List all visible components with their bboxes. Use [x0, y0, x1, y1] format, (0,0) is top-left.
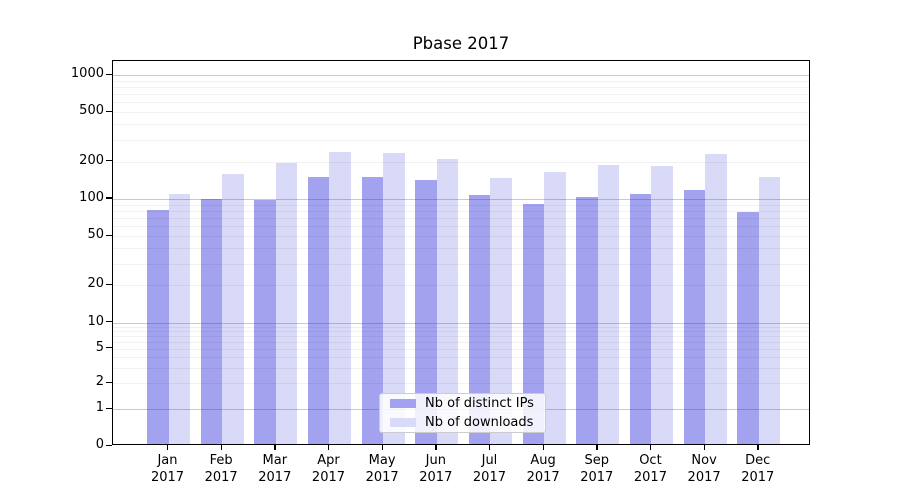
y-tick-label: 500 [79, 103, 104, 119]
bar-downloads-jan [168, 194, 190, 444]
bar-downloads-nov [705, 153, 727, 444]
x-tick-label: Jul 2017 [472, 453, 506, 485]
minor-gridline [113, 124, 809, 126]
x-tick-mark [327, 445, 330, 450]
bar-distinct-ips-aug [522, 204, 545, 444]
x-tick-label: Oct 2017 [633, 453, 667, 485]
bar-distinct-ips-jul [468, 195, 491, 444]
bar-downloads-oct [651, 165, 673, 444]
minor-gridline [113, 87, 809, 88]
y-tick-mark [106, 444, 112, 446]
x-tick-label: May 2017 [365, 453, 399, 485]
y-tick-label: 1000 [70, 66, 104, 81]
y-tick-mark [106, 381, 112, 383]
minor-gridline [113, 112, 809, 114]
bar-downloads-aug [544, 171, 566, 444]
y-tick-label: 0 [95, 437, 104, 452]
bar-downloads-apr [329, 152, 351, 444]
y-tick-mark [106, 197, 112, 199]
bar-distinct-ips-jan [147, 210, 169, 444]
x-tick-mark [757, 445, 759, 450]
plot-area [112, 60, 810, 445]
y-tick-label: 100 [79, 189, 104, 205]
minor-gridline [113, 102, 809, 104]
x-tick-mark [703, 445, 705, 450]
bar-distinct-ips-sep [576, 197, 598, 444]
major-gridline [113, 75, 809, 76]
chart-title: Pbase 2017 [412, 34, 510, 53]
bar-downloads-feb [222, 173, 244, 444]
y-tick-mark [106, 73, 112, 75]
x-tick-label: Feb 2017 [204, 453, 238, 485]
bar-distinct-ips-jun [415, 179, 437, 444]
x-tick-mark [649, 445, 652, 450]
y-tick-label: 5 [95, 339, 104, 355]
y-tick-label: 1 [95, 400, 104, 415]
x-tick-label: Aug 2017 [526, 453, 560, 485]
y-tick-mark [106, 407, 112, 409]
bar-distinct-ips-may [361, 177, 384, 444]
minor-gridline [113, 94, 809, 96]
x-tick-label: Nov 2017 [687, 453, 721, 485]
x-tick-mark [435, 445, 437, 450]
x-tick-mark [274, 445, 276, 450]
x-tick-label: Dec 2017 [741, 453, 775, 485]
y-tick-label: 200 [79, 152, 104, 168]
x-tick-mark [220, 445, 222, 450]
y-tick-mark [106, 110, 112, 113]
x-tick-mark [381, 445, 383, 450]
bar-distinct-ips-dec [737, 211, 759, 444]
y-tick-mark [106, 160, 112, 162]
y-tick-label: 10 [87, 313, 104, 329]
x-tick-mark [596, 445, 598, 450]
y-tick-mark [106, 321, 112, 323]
legend-row: Nb of distinct IPs [390, 396, 545, 411]
bar-downloads-mar [275, 162, 298, 444]
bar-downloads-jul [490, 178, 512, 444]
legend-label: Nb of distinct IPs [425, 396, 534, 411]
legend-swatch [390, 399, 416, 408]
y-tick-mark [106, 234, 112, 236]
minor-gridline [113, 139, 809, 141]
bar-distinct-ips-feb [200, 198, 223, 444]
y-tick-label: 50 [87, 227, 104, 243]
x-tick-label: Apr 2017 [311, 453, 346, 485]
y-tick-label: 20 [87, 276, 104, 292]
legend-swatch [390, 418, 416, 427]
bar-distinct-ips-oct [629, 193, 652, 444]
y-tick-mark [106, 347, 112, 349]
bar-downloads-sep [597, 164, 620, 444]
x-tick-mark [167, 445, 169, 450]
legend-label: Nb of downloads [425, 415, 534, 430]
x-tick-label: Mar 2017 [258, 453, 292, 485]
bar-downloads-jun [436, 159, 459, 444]
x-tick-label: Jun 2017 [419, 453, 453, 485]
bar-distinct-ips-nov [683, 189, 706, 444]
x-tick-label: Jan 2017 [150, 453, 185, 485]
x-tick-label: Sep 2017 [580, 453, 614, 485]
bar-downloads-may [383, 153, 405, 444]
legend: Nb of distinct IPs Nb of downloads [379, 393, 546, 433]
legend-row: Nb of downloads [390, 415, 545, 430]
y-tick-mark [106, 283, 112, 286]
bar-downloads-dec [758, 176, 781, 444]
minor-gridline [113, 80, 809, 82]
y-tick-label: 2 [95, 374, 104, 390]
bar-distinct-ips-apr [307, 176, 330, 444]
bar-distinct-ips-mar [254, 199, 276, 444]
x-tick-mark [542, 445, 544, 450]
x-tick-mark [488, 445, 491, 450]
